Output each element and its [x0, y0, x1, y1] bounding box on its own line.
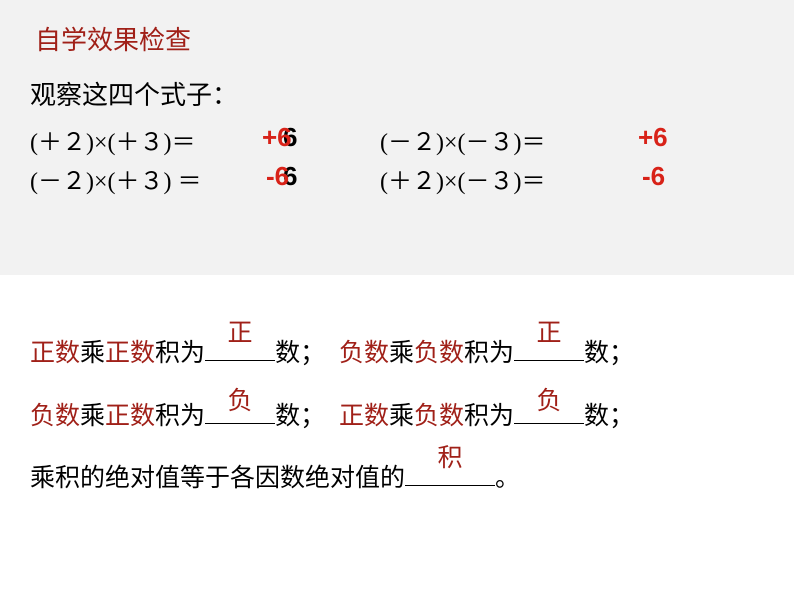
text-part: 积为: [464, 339, 514, 367]
text-part: 乘: [389, 339, 414, 367]
eq-expr: (－２)×(＋３) ＝: [30, 169, 202, 195]
text-part: 正数: [339, 402, 389, 430]
text-part: 乘: [389, 402, 414, 430]
text-part: 正数: [105, 339, 155, 367]
text-part: 。: [495, 464, 520, 492]
blank: 正: [514, 360, 584, 361]
fill-answer: 正: [228, 305, 253, 363]
text-part: 积为: [155, 402, 205, 430]
statement-line-3: 乘积的绝对值等于各因数绝对值的积。: [30, 450, 764, 508]
text-part: 乘: [80, 402, 105, 430]
eq-result: +6: [638, 122, 668, 153]
text-part: 负数: [414, 339, 464, 367]
eq-expr: (＋２)×(－３)＝: [380, 169, 546, 195]
eq-result: -6: [266, 161, 289, 192]
text-part: 积为: [155, 339, 205, 367]
blank: 负: [514, 423, 584, 424]
text-part: 乘积的绝对值等于各因数绝对值的: [30, 464, 405, 492]
equation-row-1: (＋２)×(＋３)＝ 6 +6 (－２)×(－３)＝ +6: [30, 122, 764, 157]
blank: 负: [205, 423, 275, 424]
eq-1-right: (－２)×(－３)＝ +6: [380, 122, 760, 157]
text-part: 负数: [30, 402, 80, 430]
eq-expr: (－２)×(－３)＝: [380, 130, 546, 156]
section-heading: 自学效果检查: [35, 20, 764, 57]
text-part: 负数: [339, 339, 389, 367]
text-part: 积为: [464, 402, 514, 430]
statement-line-1: 正数乘正数积为正数； 负数乘负数积为正数；: [30, 325, 764, 383]
observe-text: 观察这四个式子：: [30, 75, 764, 112]
eq-result: +6: [262, 122, 292, 153]
text-part: 数；: [275, 402, 325, 430]
fill-answer: 负: [537, 373, 562, 431]
text-part: 乘: [80, 339, 105, 367]
text-part: 数；: [584, 402, 634, 430]
text-part: 正数: [105, 402, 155, 430]
text-part: 数；: [584, 339, 634, 367]
eq-2-right: (＋２)×(－３)＝ -6: [380, 161, 760, 196]
statements-section: 正数乘正数积为正数； 负数乘负数积为正数； 负数乘正数积为负数； 正数乘负数积为…: [0, 275, 794, 508]
fill-answer: 积: [438, 430, 463, 488]
statement-line-2: 负数乘正数积为负数； 正数乘负数积为负数；: [30, 388, 764, 446]
eq-2-left: (－２)×(＋３) ＝ 6 -6: [30, 161, 380, 196]
text-part: 数；: [275, 339, 325, 367]
text-part: 正数: [30, 339, 80, 367]
text-part: 负数: [414, 402, 464, 430]
blank: 积: [405, 485, 495, 486]
eq-result: -6: [642, 161, 665, 192]
eq-1-left: (＋２)×(＋３)＝ 6 +6: [30, 122, 380, 157]
fill-answer: 正: [537, 305, 562, 363]
eq-expr: (＋２)×(＋３)＝: [30, 130, 196, 156]
blank: 正: [205, 360, 275, 361]
fill-answer: 负: [228, 373, 253, 431]
top-examples-box: 自学效果检查 观察这四个式子： (＋２)×(＋３)＝ 6 +6 (－２)×(－３…: [0, 0, 794, 275]
equation-row-2: (－２)×(＋３) ＝ 6 -6 (＋２)×(－３)＝ -6: [30, 161, 764, 196]
